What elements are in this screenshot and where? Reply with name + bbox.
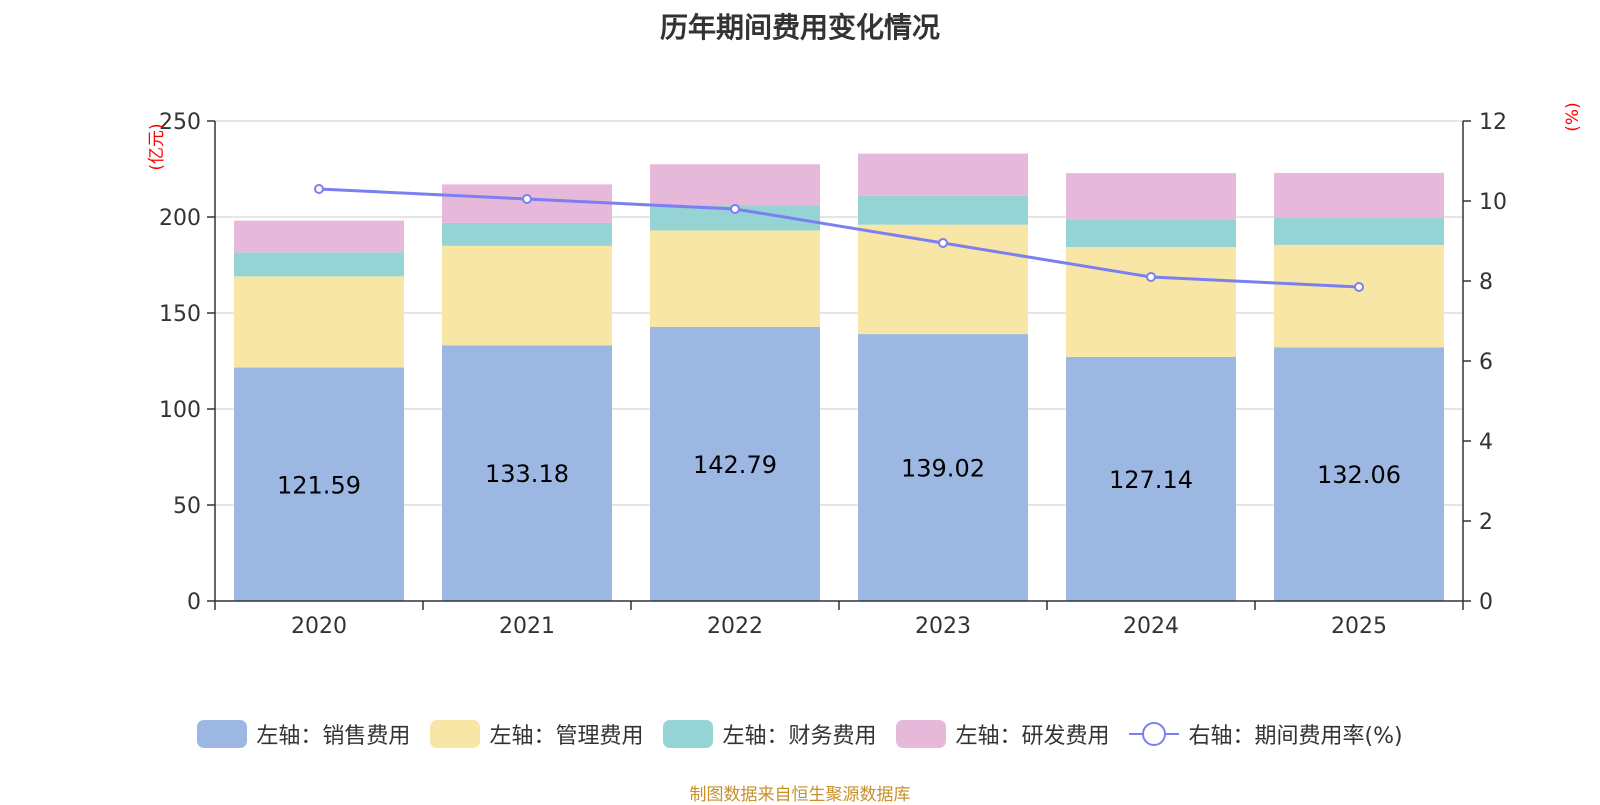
- x-axis-tick-label: 2023: [915, 614, 971, 639]
- bar-value-label: 121.59: [277, 471, 361, 499]
- legend-swatch-admin: [430, 720, 481, 748]
- bar-sales-2023: [858, 334, 1028, 601]
- bar-finance-2025: [1274, 218, 1444, 245]
- legend-swatch-rnd: [896, 720, 947, 748]
- legend-item-finance[interactable]: 左轴：财务费用: [663, 718, 876, 750]
- legend-label-expense-rate: 右轴：期间费用率(%): [1188, 724, 1403, 749]
- bar-rnd-2020: [234, 220, 404, 253]
- right-axis-tick-label: 2: [1479, 510, 1493, 535]
- legend-item-expense-rate[interactable]: 右轴：期间费用率(%): [1129, 718, 1403, 750]
- x-axis-tick-label: 2022: [707, 614, 763, 639]
- x-axis-tick-label: 2025: [1331, 614, 1387, 639]
- legend-label-rnd: 左轴：研发费用: [955, 724, 1110, 749]
- left-axis-tick-label: 0: [187, 590, 201, 615]
- bar-admin-2021: [442, 245, 612, 346]
- chart-title: 历年期间费用变化情况: [659, 11, 940, 44]
- bar-finance-2024: [1066, 219, 1236, 248]
- bar-admin-2024: [1066, 247, 1236, 357]
- bar-admin-2020: [234, 276, 404, 368]
- legend-item-admin[interactable]: 左轴：管理费用: [430, 718, 643, 750]
- bar-rnd-2023: [858, 153, 1028, 196]
- left-axis-tick-label: 250: [159, 110, 201, 135]
- right-axis-tick-label: 10: [1479, 190, 1507, 215]
- legend: 左轴：销售费用 左轴：管理费用 左轴：财务费用 左轴：研发费用 右轴：期间费用率…: [0, 718, 1600, 750]
- expense-rate-point: [1354, 282, 1364, 292]
- bar-finance-2021: [442, 222, 612, 246]
- expense-rate-point: [730, 204, 740, 214]
- bar-value-label: 133.18: [485, 460, 569, 488]
- legend-line-marker-icon: [1129, 720, 1180, 748]
- expense-rate-point: [314, 184, 324, 194]
- bar-sales-2022: [650, 326, 820, 601]
- bar-finance-2020: [234, 252, 404, 277]
- right-axis-tick-label: 0: [1479, 590, 1493, 615]
- legend-label-admin: 左轴：管理费用: [489, 724, 644, 749]
- bar-value-label: 127.14: [1109, 466, 1193, 494]
- bar-finance-2023: [858, 195, 1028, 225]
- bar-rnd-2022: [650, 164, 820, 206]
- bar-admin-2022: [650, 230, 820, 327]
- x-axis-tick-label: 2020: [291, 614, 347, 639]
- right-axis-tick-label: 4: [1479, 430, 1493, 455]
- bar-sales-2025: [1274, 347, 1444, 601]
- expense-rate-point: [1146, 272, 1156, 282]
- legend-item-rnd[interactable]: 左轴：研发费用: [896, 718, 1109, 750]
- left-axis-tick-label: 50: [173, 494, 201, 519]
- bar-value-label: 142.79: [693, 451, 777, 479]
- bar-admin-2025: [1274, 244, 1444, 348]
- left-axis-tick-label: 100: [159, 398, 201, 423]
- right-axis-tick-label: 6: [1479, 350, 1493, 375]
- data-source-note: 制图数据来自恒生聚源数据库: [689, 785, 911, 805]
- bar-sales-2021: [442, 345, 612, 601]
- bar-sales-2024: [1066, 356, 1236, 601]
- expense-rate-point: [938, 238, 948, 248]
- bar-rnd-2024: [1066, 173, 1236, 220]
- legend-label-finance: 左轴：财务费用: [722, 724, 877, 749]
- expense-rate-point: [522, 194, 532, 204]
- legend-swatch-sales: [197, 720, 248, 748]
- legend-item-sales[interactable]: 左轴：销售费用: [197, 718, 410, 750]
- x-axis-tick-label: 2024: [1123, 614, 1179, 639]
- right-axis-tick-label: 12: [1479, 110, 1507, 135]
- bar-value-label: 139.02: [901, 455, 985, 483]
- left-axis-tick-label: 200: [159, 206, 201, 231]
- legend-swatch-finance: [663, 720, 714, 748]
- bar-rnd-2025: [1274, 172, 1444, 219]
- left-axis-unit: (亿元): [147, 123, 167, 170]
- right-axis-unit: (%): [1563, 102, 1583, 131]
- expense-rate-line: [318, 187, 1360, 289]
- chart-canvas: 0 50 100 150 200 250 0 2 4 6 8 10 12 (亿元) (%) 121.59 133…: [147, 102, 1583, 639]
- left-axis-tick-label: 150: [159, 302, 201, 327]
- legend-label-sales: 左轴：销售费用: [256, 724, 411, 749]
- x-axis-tick-label: 2021: [499, 614, 555, 639]
- bar-value-label: 132.06: [1317, 461, 1401, 489]
- right-axis-tick-label: 8: [1479, 270, 1493, 295]
- bar-sales-2020: [234, 367, 404, 601]
